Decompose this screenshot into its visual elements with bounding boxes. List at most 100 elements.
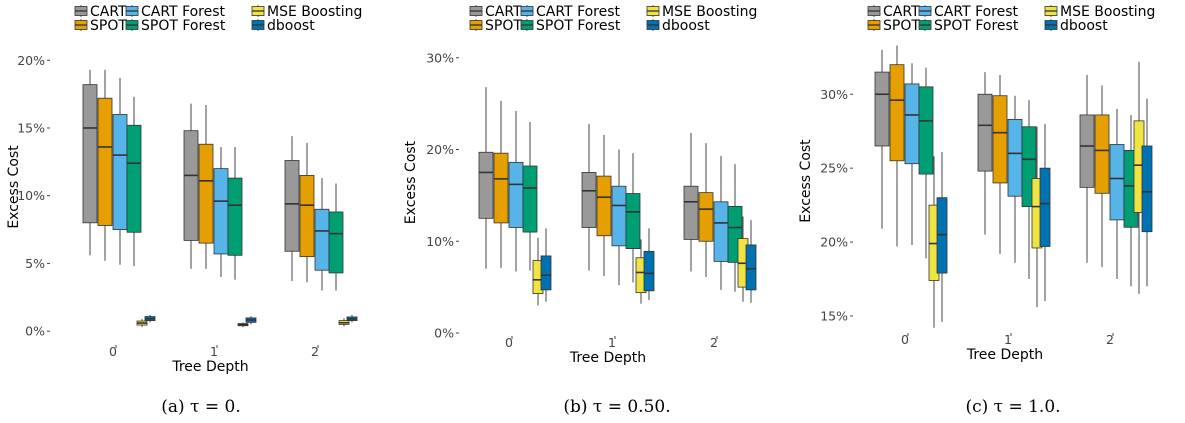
chart-panel-1: CART CART Forest MSE Boosting SPOT SPOT Fore…	[403, 4, 757, 417]
box-body	[1007, 118, 1023, 197]
figure-caption: (a) τ = 0.	[161, 397, 240, 417]
box-body	[643, 250, 655, 292]
legend-label: CART	[90, 4, 127, 20]
box-spot-forest	[328, 183, 344, 291]
box-dboost	[745, 220, 757, 303]
box-body	[97, 97, 113, 226]
x-tick-label: 0	[505, 335, 513, 350]
box-dboost	[643, 228, 655, 300]
legend-label: CART Forest	[141, 4, 226, 20]
legend-swatch	[125, 5, 139, 17]
box-body	[745, 244, 757, 291]
box-body	[1141, 145, 1153, 233]
box-dboost	[245, 316, 257, 325]
legend-swatch	[74, 19, 88, 31]
x-axis-title: Tree Depth	[966, 347, 1043, 363]
box-body	[478, 151, 494, 219]
y-tick-label: 25%	[820, 161, 848, 176]
x-tick-label: 2	[710, 335, 718, 350]
legend-label: CART Forest	[536, 4, 621, 20]
box-dboost	[1141, 98, 1153, 287]
y-tick-label: 30%	[820, 87, 848, 102]
box-body	[625, 193, 641, 249]
legend-swatch	[125, 19, 139, 31]
box-dboost	[144, 314, 156, 323]
box-body	[508, 161, 524, 228]
legend-label: SPOT Forest	[934, 18, 1019, 34]
y-axis-title: Excess Cost	[403, 140, 419, 224]
legend-swatch	[1044, 19, 1058, 31]
box-body	[213, 168, 229, 255]
legend-label: CART	[485, 4, 522, 20]
box-body	[698, 192, 714, 242]
box-body	[713, 201, 729, 262]
box-body	[1094, 114, 1110, 194]
box-body	[540, 255, 552, 291]
box-cart	[581, 123, 597, 271]
legend-swatch	[251, 19, 265, 31]
box-body	[183, 130, 199, 241]
x-tick-label: 0	[901, 332, 909, 347]
box-body	[992, 95, 1008, 184]
box-spot-forest	[625, 153, 641, 283]
box-spot-forest	[227, 146, 243, 280]
x-axis-title: Tree Depth	[569, 350, 646, 366]
box-cart	[82, 69, 98, 256]
box-mse-boosting	[237, 322, 249, 328]
box-body	[1039, 167, 1051, 247]
box-cart	[874, 49, 890, 229]
legend-label: MSE Boosting	[1060, 4, 1155, 20]
box-spot	[596, 134, 612, 277]
y-axis-title: Excess Cost	[798, 139, 814, 223]
legend-label: dboost	[662, 18, 710, 34]
box-dboost	[346, 314, 358, 323]
legend-label: dboost	[267, 18, 315, 34]
y-tick-label: 0%	[25, 324, 45, 339]
x-tick-label: 2	[1106, 332, 1114, 347]
y-tick-label: 15%	[17, 120, 45, 135]
box-spot	[889, 45, 905, 247]
chart-panel-0: CART CART Forest MSE Boosting SPOT SPOT Fore…	[6, 4, 362, 417]
box-cart	[478, 87, 494, 269]
box-body	[889, 64, 905, 162]
x-axis-title: Tree Depth	[171, 359, 248, 375]
legend-label: dboost	[1060, 18, 1108, 34]
legend-label: SPOT	[883, 18, 920, 34]
box-dboost	[1039, 123, 1051, 302]
box-dboost	[936, 151, 948, 322]
box-body	[82, 84, 98, 224]
box-cart-forest	[904, 63, 920, 246]
legend-swatch	[1044, 5, 1058, 17]
box-cart-forest	[314, 178, 330, 291]
box-spot-forest	[918, 67, 934, 259]
box-body	[198, 143, 214, 244]
box-cart-forest	[611, 149, 627, 286]
y-tick-label: 20%	[820, 235, 848, 250]
box-body	[904, 83, 920, 165]
y-tick-label: 5%	[25, 256, 45, 271]
box-body	[611, 185, 627, 247]
legend-swatch	[918, 5, 932, 17]
box-cart	[183, 103, 199, 269]
box-body	[493, 152, 509, 224]
box-body	[126, 124, 142, 233]
box-spot	[198, 104, 214, 269]
x-tick-label: 1	[608, 335, 616, 350]
box-body	[977, 93, 993, 172]
box-body	[314, 208, 330, 271]
legend-label: CART Forest	[934, 4, 1019, 20]
box-mse-boosting	[136, 318, 148, 328]
box-cart	[284, 136, 300, 282]
box-cart	[683, 132, 699, 272]
box-cart-forest	[508, 110, 524, 272]
legend-swatch	[520, 19, 534, 31]
box-spot	[992, 75, 1008, 254]
y-tick-label: 10%	[426, 234, 454, 249]
legend-swatch	[469, 19, 483, 31]
box-body	[328, 211, 344, 274]
box-spot-forest	[522, 121, 538, 271]
y-tick-label: 20%	[426, 142, 454, 157]
legend-label: SPOT	[90, 18, 127, 34]
box-spot	[493, 100, 509, 268]
